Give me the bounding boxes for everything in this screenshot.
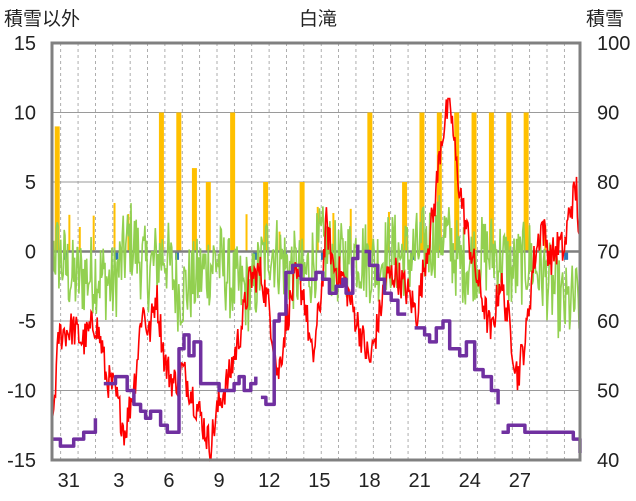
purple-line	[364, 249, 407, 316]
x-tick: 21	[408, 470, 430, 492]
y-left-tick: 15	[14, 33, 36, 55]
x-tick-labels: 31 3 6 9 12 15 18 21 24 27	[58, 470, 531, 492]
y-left-tick: 10	[14, 103, 36, 125]
green-line-series	[51, 195, 580, 339]
bar	[419, 112, 425, 252]
bar	[436, 112, 442, 252]
y-left-tick: 0	[25, 242, 36, 264]
bar	[68, 214, 71, 252]
y-left-tick: -15	[7, 450, 36, 472]
chart-title: 白滝	[299, 8, 337, 30]
bar	[191, 168, 197, 252]
plot-border	[50, 41, 582, 462]
bar	[205, 182, 211, 252]
bar	[402, 182, 408, 252]
bar	[299, 182, 305, 252]
purple-line	[103, 333, 258, 434]
bar	[263, 182, 269, 252]
bar-blue	[253, 251, 258, 260]
bar	[245, 214, 248, 252]
y-left-tick-labels: 15 10 5 0 -5 -10 -15	[7, 33, 36, 472]
bar	[488, 112, 494, 252]
x-tick: 12	[258, 470, 280, 492]
y-right-tick: 70	[597, 242, 619, 264]
y-right-tick-labels: 100 90 80 70 60 50 40	[597, 33, 630, 472]
y-right-tick: 50	[597, 381, 619, 403]
purple-line	[260, 244, 360, 407]
green-line	[51, 195, 580, 339]
x-tick: 18	[358, 470, 380, 492]
x-tick: 9	[214, 470, 225, 492]
y-left-tick: -5	[18, 311, 36, 333]
bar	[158, 112, 164, 252]
x-tick: 15	[308, 470, 330, 492]
bar-blue	[564, 251, 569, 260]
bar	[367, 112, 373, 252]
bar-blue	[175, 251, 180, 260]
left-axis-label: 積雪以外	[4, 8, 80, 30]
bar	[92, 215, 95, 252]
purple-line	[414, 319, 500, 405]
x-tick: 24	[459, 470, 481, 492]
y-left-tick: 5	[25, 172, 36, 194]
y-right-tick: 40	[597, 450, 619, 472]
y-right-tick: 80	[597, 172, 619, 194]
bar	[523, 112, 529, 252]
bar-blue	[114, 251, 119, 260]
right-axis-label: 積雪	[586, 8, 624, 30]
y-right-tick: 100	[597, 33, 630, 55]
bar	[230, 112, 236, 252]
red-line-series	[51, 97, 580, 462]
bar	[54, 126, 60, 252]
x-tick: 6	[163, 470, 174, 492]
bar	[113, 202, 116, 252]
x-tick: 3	[113, 470, 124, 492]
bar	[176, 112, 182, 252]
y-left-tick: -10	[7, 381, 36, 403]
x-tick: 31	[58, 470, 80, 492]
bar	[471, 112, 477, 252]
purple-line-series	[52, 244, 582, 453]
purple-line	[52, 418, 98, 448]
y-right-tick: 90	[597, 103, 619, 125]
bar-blue	[411, 251, 416, 260]
plot-frame	[50, 41, 582, 462]
red-line	[51, 97, 580, 462]
y-right-tick: 60	[597, 311, 619, 333]
bar	[78, 227, 81, 252]
purple-line	[501, 423, 582, 453]
bar	[332, 213, 335, 252]
bar	[506, 112, 512, 252]
bar	[454, 112, 460, 252]
x-tick: 27	[509, 470, 531, 492]
